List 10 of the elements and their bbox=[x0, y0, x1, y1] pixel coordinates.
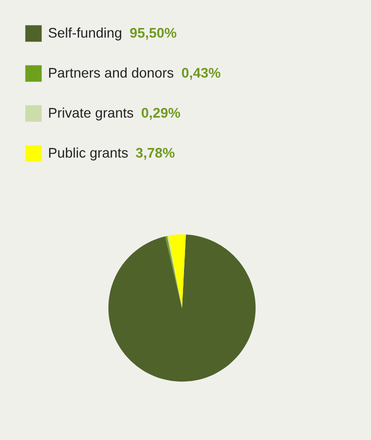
legend-label: Self-funding bbox=[48, 28, 122, 40]
legend-label: Partners and donors bbox=[49, 68, 174, 78]
legend-label: Public grants bbox=[49, 148, 128, 160]
legend-label: Private grants bbox=[49, 108, 134, 120]
pie-slice bbox=[168, 234, 186, 308]
pie-slice bbox=[108, 234, 256, 382]
data-label: 0,43% bbox=[182, 68, 220, 80]
data-label: 0,29% bbox=[142, 108, 180, 120]
data-label: 3,78% bbox=[136, 148, 175, 160]
data-label: 95,50% bbox=[130, 28, 176, 40]
